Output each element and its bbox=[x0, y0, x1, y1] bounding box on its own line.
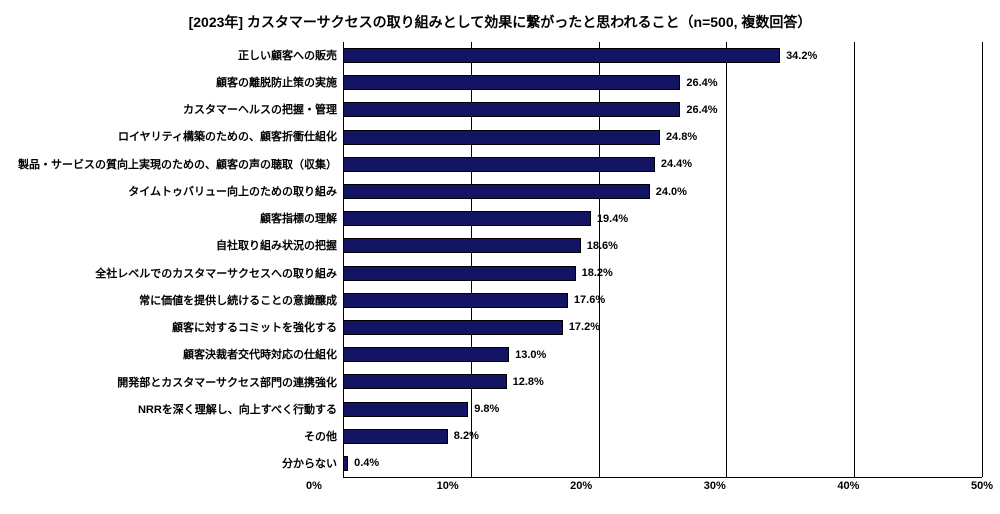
x-tick-label: 30% bbox=[704, 480, 726, 492]
bar-row: 13.0% bbox=[343, 344, 982, 366]
category-label: 開発部とカスタマーサクセス部門の連携強化 bbox=[18, 377, 337, 389]
x-tickmark bbox=[599, 472, 600, 477]
bar-row: 17.6% bbox=[343, 289, 982, 311]
bar-value-label: 19.4% bbox=[597, 213, 628, 225]
bar-value-label: 24.4% bbox=[661, 158, 692, 170]
bar-row: 8.2% bbox=[343, 425, 982, 447]
x-tickmark bbox=[343, 472, 344, 477]
bar-value-label: 34.2% bbox=[786, 50, 817, 62]
bar-row: 9.8% bbox=[343, 398, 982, 420]
category-label: 顧客決裁者交代時対応の仕組化 bbox=[18, 349, 337, 361]
bar bbox=[343, 102, 680, 117]
chart-container: [2023年] カスタマーサクセスの取り組みとして効果に繋がったと思われること（… bbox=[0, 0, 1000, 514]
category-label: 全社レベルでのカスタマーサクセスへの取り組み bbox=[18, 268, 337, 280]
bar-row: 19.4% bbox=[343, 208, 982, 230]
bar-row: 12.8% bbox=[343, 371, 982, 393]
x-tick-label: 0% bbox=[306, 480, 322, 492]
x-tickmark bbox=[471, 472, 472, 477]
bar-value-label: 8.2% bbox=[454, 430, 479, 442]
bar bbox=[343, 48, 780, 63]
bar bbox=[343, 266, 576, 281]
x-tick-label: 40% bbox=[837, 480, 859, 492]
x-axis-row: 0%10%20%30%40%50% bbox=[18, 478, 982, 500]
x-axis-spacer bbox=[18, 478, 314, 500]
bar-value-label: 12.8% bbox=[513, 376, 544, 388]
category-label: 顧客指標の理解 bbox=[18, 213, 337, 225]
bar-row: 18.2% bbox=[343, 262, 982, 284]
bar-row: 18.6% bbox=[343, 235, 982, 257]
bar bbox=[343, 211, 591, 226]
x-tickmark bbox=[726, 472, 727, 477]
x-tick-label: 50% bbox=[971, 480, 993, 492]
bar bbox=[343, 238, 581, 253]
category-label: その他 bbox=[18, 431, 337, 443]
category-label: 常に価値を提供し続けることの意識醸成 bbox=[18, 295, 337, 307]
bar-row: 24.8% bbox=[343, 126, 982, 148]
bar-row: 26.4% bbox=[343, 99, 982, 121]
bar-value-label: 17.2% bbox=[569, 321, 600, 333]
bar bbox=[343, 347, 509, 362]
bar bbox=[343, 130, 660, 145]
bar bbox=[343, 456, 348, 471]
bar-row: 0.4% bbox=[343, 452, 982, 474]
bar-value-label: 9.8% bbox=[474, 403, 499, 415]
x-axis: 0%10%20%30%40%50% bbox=[314, 478, 982, 500]
x-tickmark bbox=[982, 472, 983, 477]
chart-plot: 正しい顧客への販売顧客の離脱防止策の実施カスタマーヘルスの把握・管理ロイヤリティ… bbox=[18, 42, 982, 478]
bar-value-label: 0.4% bbox=[354, 457, 379, 469]
bar-row: 24.0% bbox=[343, 181, 982, 203]
category-label: 製品・サービスの質向上実現のための、顧客の声の聴取（収集） bbox=[18, 159, 337, 171]
category-label: 自社取り組み状況の把握 bbox=[18, 240, 337, 252]
bar-value-label: 26.4% bbox=[686, 77, 717, 89]
bar bbox=[343, 402, 468, 417]
bars-area: 34.2% 26.4% 26.4% 24.8% 24.4% 24.0% 19.4% 18.6%… bbox=[343, 42, 982, 478]
bar-row: 17.2% bbox=[343, 316, 982, 338]
chart-title: [2023年] カスタマーサクセスの取り組みとして効果に繋がったと思われること（… bbox=[18, 12, 982, 32]
bar-value-label: 17.6% bbox=[574, 294, 605, 306]
x-tick-label: 20% bbox=[570, 480, 592, 492]
bar bbox=[343, 320, 563, 335]
category-label: 正しい顧客への販売 bbox=[18, 50, 337, 62]
category-label: ロイヤリティ構築のための、顧客折衝仕組化 bbox=[18, 131, 337, 143]
gridline bbox=[982, 42, 983, 477]
bar-value-label: 18.2% bbox=[582, 267, 613, 279]
y-axis-labels: 正しい顧客への販売顧客の離脱防止策の実施カスタマーヘルスの把握・管理ロイヤリティ… bbox=[18, 42, 343, 478]
category-label: NRRを深く理解し、向上すべく行動する bbox=[18, 404, 337, 416]
x-tickmark bbox=[854, 472, 855, 477]
x-tick-label: 10% bbox=[437, 480, 459, 492]
bar-value-label: 26.4% bbox=[686, 104, 717, 116]
bar-value-label: 13.0% bbox=[515, 349, 546, 361]
bar-row: 24.4% bbox=[343, 153, 982, 175]
bar bbox=[343, 293, 568, 308]
bar bbox=[343, 429, 448, 444]
bar-value-label: 24.0% bbox=[656, 186, 687, 198]
bar-value-label: 24.8% bbox=[666, 131, 697, 143]
bar-value-label: 18.6% bbox=[587, 240, 618, 252]
category-label: タイムトゥバリュー向上のための取り組み bbox=[18, 186, 337, 198]
bar-row: 34.2% bbox=[343, 45, 982, 67]
bar bbox=[343, 374, 507, 389]
bar-row: 26.4% bbox=[343, 72, 982, 94]
category-label: 顧客の離脱防止策の実施 bbox=[18, 77, 337, 89]
category-label: カスタマーヘルスの把握・管理 bbox=[18, 104, 337, 116]
bar bbox=[343, 184, 650, 199]
bar bbox=[343, 157, 655, 172]
bar bbox=[343, 75, 680, 90]
category-label: 分からない bbox=[18, 458, 337, 470]
category-label: 顧客に対するコミットを強化する bbox=[18, 322, 337, 334]
